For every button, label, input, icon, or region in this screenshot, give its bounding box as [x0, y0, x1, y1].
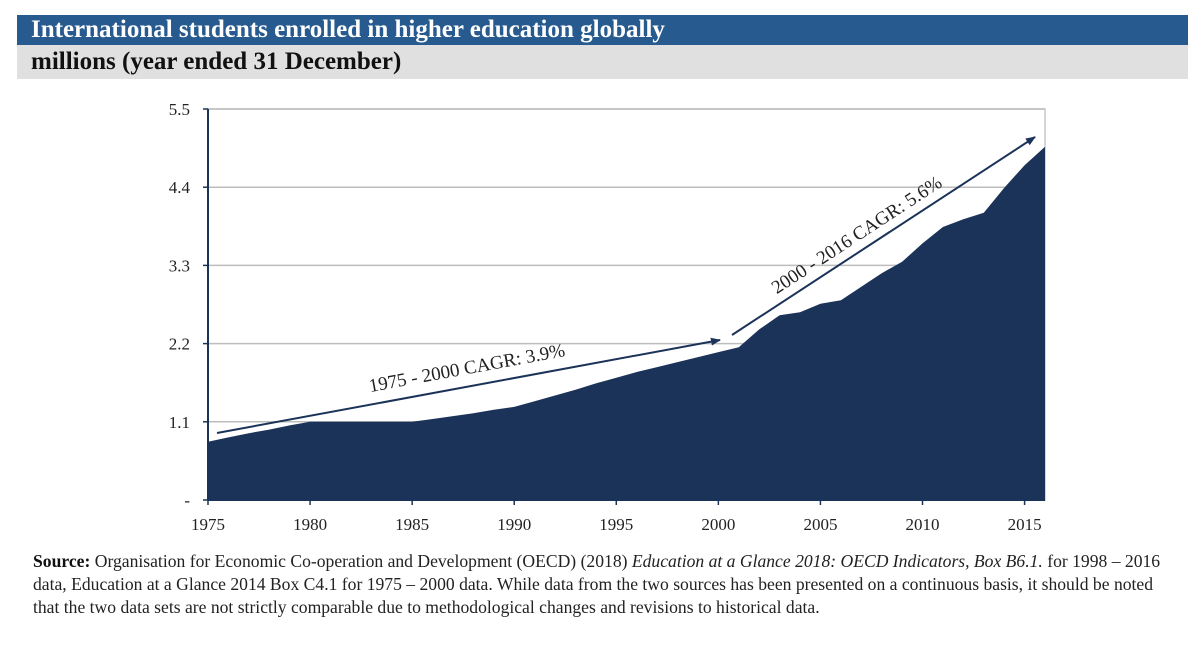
y-tick-label: - [184, 491, 190, 510]
axes: - 1.1 2.2 3.3 4.4 5.5 1975 1980 1985 1990 1995 2000… [169, 100, 1045, 534]
x-tick-label: 2015 [1008, 515, 1042, 534]
x-tick-label: 2010 [906, 515, 940, 534]
source-text-1: Organisation for Economic Co-operation a… [90, 551, 632, 571]
y-tick-label: 1.1 [169, 413, 190, 432]
x-tick-label: 1990 [497, 515, 531, 534]
y-tick-label: 3.3 [169, 256, 190, 275]
x-tick-label: 1985 [395, 515, 429, 534]
x-tick-label: 1995 [599, 515, 633, 534]
source-publication: Education at a Glance 2018: OECD Indicat… [631, 551, 1043, 571]
cagr-arrow [731, 136, 1036, 336]
y-tick-label: 5.5 [169, 100, 190, 119]
x-tick-label: 2005 [803, 515, 837, 534]
source-label: Source: [33, 551, 91, 571]
cagr-arrow [216, 337, 721, 434]
enrolment-area [208, 146, 1045, 500]
y-tick-label: 2.2 [169, 335, 190, 354]
chart-subtitle: millions (year ended 31 December) [17, 45, 1188, 79]
x-tick-label: 1980 [293, 515, 327, 534]
x-tick-label: 2000 [701, 515, 735, 534]
chart-title: International students enrolled in highe… [17, 15, 1188, 45]
cagr-label: 1975 - 2000 CAGR: 3.9% [367, 340, 567, 397]
source-text-2: for 1998 – 2016 data, Education at a Gla… [33, 551, 1161, 617]
x-tick-label: 1975 [191, 515, 225, 534]
y-tick-label: 4.4 [169, 178, 191, 197]
source-note: Source: Organisation for Economic Co-ope… [33, 550, 1183, 619]
